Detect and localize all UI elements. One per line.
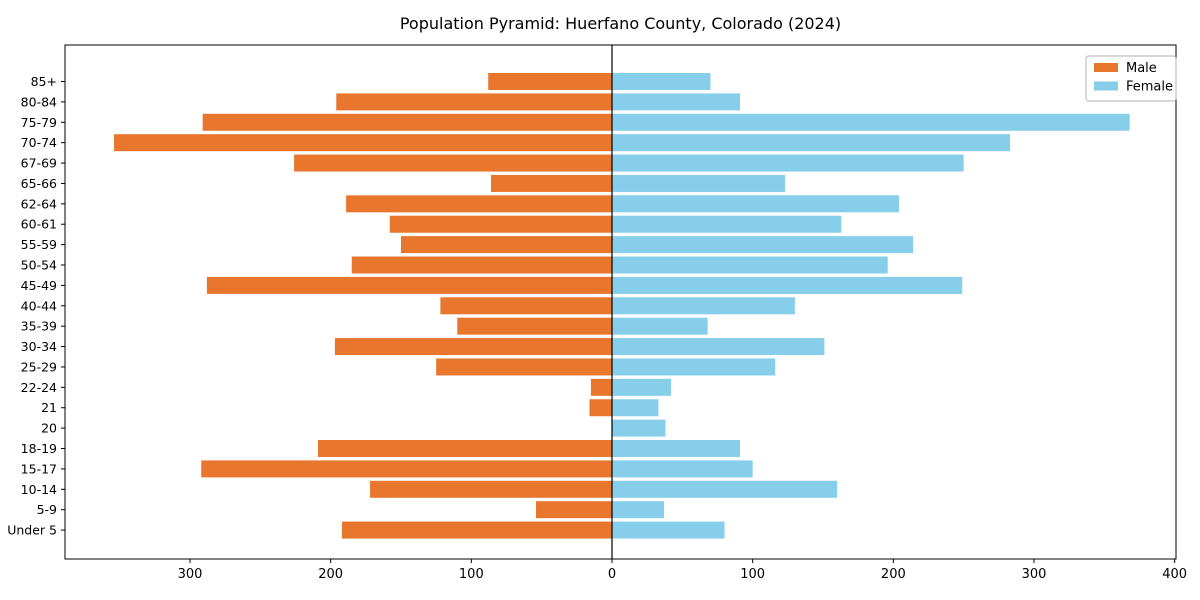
bar-male-70-74 [114, 134, 612, 152]
x-tick-label: 300 [178, 567, 203, 582]
bar-female-10-14 [612, 480, 838, 498]
bar-female-85+ [612, 73, 711, 90]
y-tick-label: 25-29 [21, 359, 57, 374]
bar-female-15-17 [612, 460, 753, 478]
y-tick-label: 18-19 [21, 441, 57, 456]
bar-male-62-64 [346, 195, 612, 213]
bar-female-21 [612, 399, 659, 417]
bar-male-50-54 [351, 256, 612, 274]
bar-male-60-61 [389, 215, 612, 233]
bar-male-75-79 [202, 113, 612, 131]
x-tick-label: 0 [608, 567, 616, 582]
bar-male-15-17 [201, 460, 613, 478]
legend-swatch-female [1094, 81, 1118, 91]
bar-female-35-39 [612, 317, 708, 335]
x-tick-label: 400 [1162, 567, 1187, 582]
y-tick-label: 35-39 [21, 319, 57, 334]
y-tick-label: 45-49 [21, 278, 57, 293]
bar-female-60-61 [612, 215, 842, 233]
legend-swatch-male [1094, 63, 1118, 72]
bar-female-40-44 [612, 297, 795, 315]
bar-female-67-69 [612, 154, 964, 172]
y-tick-label: 55-59 [21, 237, 57, 252]
bar-female-18-19 [612, 440, 741, 458]
bar-male-55-59 [400, 236, 612, 254]
y-tick-label: 21 [41, 400, 57, 415]
bar-male-25-29 [436, 358, 612, 376]
bar-male-40-44 [440, 297, 612, 315]
bar-male-80-84 [336, 93, 612, 111]
bar-female-75-79 [612, 113, 1130, 131]
bar-male-30-34 [334, 338, 612, 356]
x-tick-label: 100 [740, 567, 765, 582]
bar-male-65-66 [491, 174, 612, 192]
y-tick-label: 70-74 [21, 135, 57, 150]
y-tick-label: 50-54 [21, 258, 57, 273]
bar-female-25-29 [612, 358, 776, 376]
y-tick-label: Under 5 [7, 523, 57, 538]
x-tick-label: 100 [459, 567, 484, 582]
bar-male-35-39 [457, 317, 612, 335]
y-tick-label: 30-34 [21, 339, 57, 354]
bar-female-30-34 [612, 338, 825, 356]
y-tick-label: 65-66 [21, 176, 57, 191]
y-tick-label: 62-64 [21, 196, 57, 211]
x-tick-label: 200 [881, 567, 906, 582]
y-tick-label: 60-61 [21, 217, 57, 232]
x-tick-label: 300 [1022, 567, 1047, 582]
bar-male-10-14 [370, 480, 612, 498]
bar-female-20 [612, 419, 666, 437]
bar-female-65-66 [612, 174, 786, 192]
bar-female-55-59 [612, 236, 914, 254]
bar-female-5-9 [612, 501, 665, 519]
y-tick-label: 80-84 [21, 94, 57, 109]
bar-female-70-74 [612, 134, 1011, 152]
legend-label-male: Male [1126, 61, 1157, 76]
y-tick-label: 75-79 [21, 115, 57, 130]
bar-male-45-49 [206, 276, 612, 294]
bar-male-18-19 [317, 440, 612, 458]
y-tick-label: 67-69 [21, 156, 57, 171]
bar-female-50-54 [612, 256, 888, 274]
chart-title: Population Pyramid: Huerfano County, Col… [399, 14, 842, 33]
y-tick-label: 5-9 [37, 502, 57, 517]
bar-female-80-84 [612, 93, 741, 111]
bar-male-67-69 [294, 154, 612, 172]
x-tick-label: 200 [318, 567, 343, 582]
bar-female-22-24 [612, 378, 672, 396]
bar-female-under-5 [612, 521, 725, 539]
bar-male-22-24 [590, 378, 612, 396]
bar-male-5-9 [536, 501, 612, 519]
y-tick-label: 15-17 [21, 461, 57, 476]
bar-female-45-49 [612, 276, 963, 294]
y-tick-label: 40-44 [21, 298, 57, 313]
bar-female-62-64 [612, 195, 899, 213]
y-tick-label: 22-24 [21, 380, 57, 395]
bar-male-under-5 [341, 521, 612, 539]
y-tick-label: 10-14 [21, 482, 57, 497]
bar-male-85+ [488, 73, 612, 90]
y-tick-label: 85+ [31, 74, 57, 89]
bar-male-21 [589, 399, 612, 417]
legend-label-female: Female [1126, 80, 1173, 95]
y-tick-label: 20 [41, 421, 57, 436]
